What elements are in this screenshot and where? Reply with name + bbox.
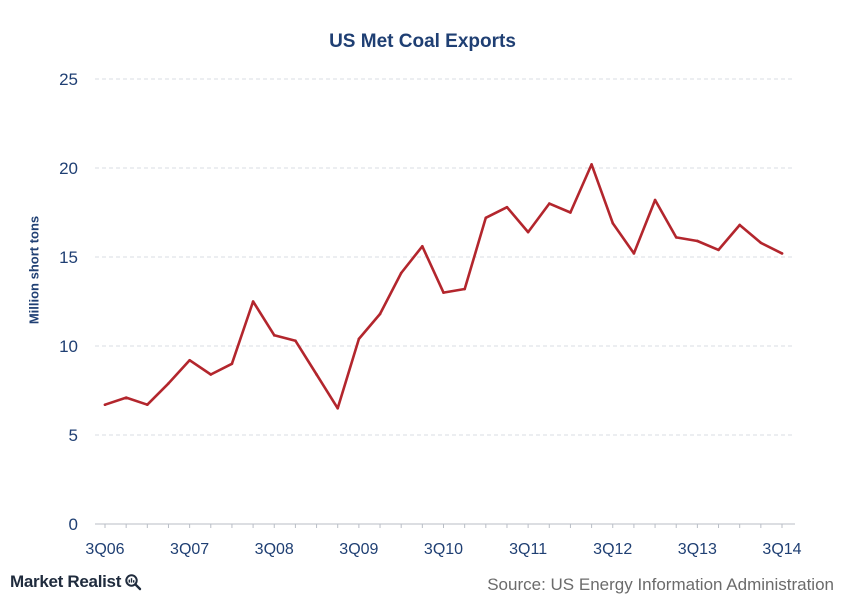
data-point (357, 337, 361, 341)
data-point (442, 291, 445, 294)
data-point (167, 382, 170, 385)
data-point (653, 198, 657, 202)
data-point (336, 407, 340, 410)
y-tick-label: 15 (59, 248, 78, 267)
data-point (569, 211, 572, 214)
magnifier-icon (125, 574, 142, 591)
data-point (294, 339, 297, 342)
data-point (526, 230, 530, 234)
y-tick-label: 25 (59, 70, 78, 89)
brand-name: Market Realist (10, 572, 122, 591)
x-tick-label: 3Q11 (509, 541, 547, 558)
data-point (674, 236, 678, 239)
data-point (611, 221, 615, 225)
data-point (421, 245, 424, 248)
series-line (103, 163, 784, 410)
data-point (759, 241, 763, 245)
data-point (230, 362, 234, 366)
data-point (251, 300, 255, 303)
x-tick-label: 3Q14 (762, 541, 801, 558)
data-point (696, 239, 699, 243)
x-tick-label: 3Q06 (85, 541, 124, 558)
x-tick-label: 3Q13 (678, 541, 717, 558)
data-point (547, 202, 551, 205)
data-point (738, 223, 741, 227)
data-point (209, 373, 213, 376)
data-point (463, 287, 466, 291)
data-point (717, 248, 720, 252)
x-tick-label: 3Q07 (170, 541, 209, 558)
data-point (272, 334, 276, 337)
brand-logo: Market Realist (10, 572, 142, 592)
data-point (780, 252, 784, 255)
y-tick-label: 10 (59, 337, 78, 356)
data-point (484, 216, 488, 220)
data-point (146, 403, 149, 407)
data-point (505, 205, 509, 209)
data-point (378, 312, 382, 316)
x-tick-label: 3Q12 (593, 541, 632, 558)
x-tick-label: 3Q09 (339, 541, 378, 558)
chart-title: US Met Coal Exports (329, 31, 516, 52)
data-point (590, 163, 593, 166)
y-tick-label: 5 (69, 426, 78, 445)
data-point (399, 271, 403, 275)
y-tick-label: 0 (69, 515, 78, 534)
source-note: Source: US Energy Information Administra… (487, 575, 834, 594)
data-point (188, 358, 191, 362)
data-point (103, 403, 107, 407)
data-point (124, 396, 128, 399)
x-tick-label: 3Q10 (424, 541, 463, 558)
data-point (315, 373, 318, 376)
x-tick-label: 3Q08 (255, 541, 294, 558)
data-point (632, 252, 636, 255)
y-tick-label: 20 (59, 159, 78, 178)
